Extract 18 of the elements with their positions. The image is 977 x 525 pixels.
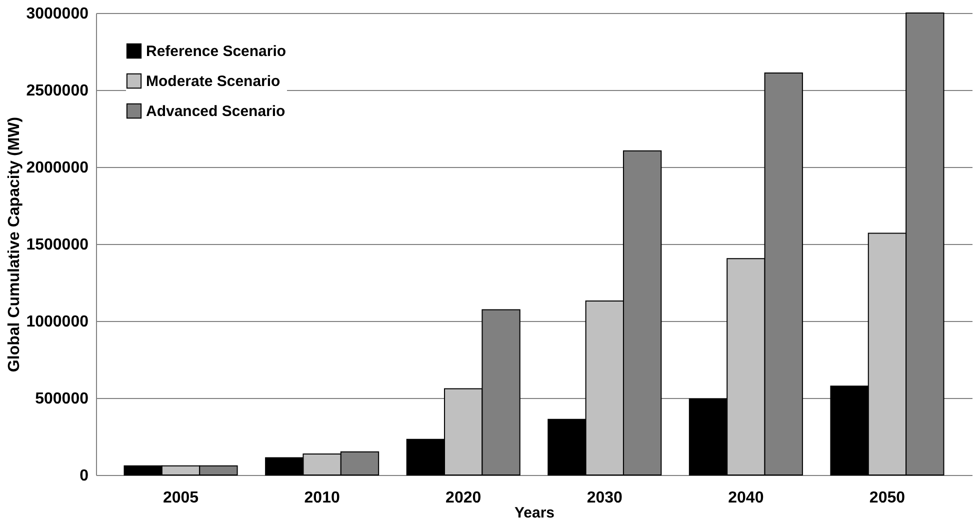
y-tick-label: 3000000	[26, 6, 89, 22]
y-tick-label: 500000	[35, 390, 89, 408]
y-tick-label: 0	[80, 468, 89, 484]
x-tick-label: 2040	[728, 490, 764, 506]
y-axis-title: Global Cumulative Capacity (MW)	[6, 116, 24, 372]
legend-label: Moderate Scenario	[146, 73, 280, 90]
legend-label: Advanced Scenario	[146, 103, 286, 120]
x-axis-title: Years	[514, 504, 555, 522]
y-tick-label: 1500000	[26, 236, 89, 254]
y-tick-label: 1000000	[26, 314, 89, 330]
x-tick-label: 2020	[446, 490, 482, 506]
y-tick-label: 2000000	[26, 160, 89, 176]
y-tick-label: 2500000	[26, 82, 89, 100]
x-tick-label: 2005	[162, 490, 199, 506]
x-tick-label: 2010	[304, 490, 340, 506]
x-tick-label: 2050	[869, 490, 906, 506]
x-tick-label: 2030	[586, 490, 623, 506]
legend-label: Reference Scenario	[146, 43, 286, 60]
